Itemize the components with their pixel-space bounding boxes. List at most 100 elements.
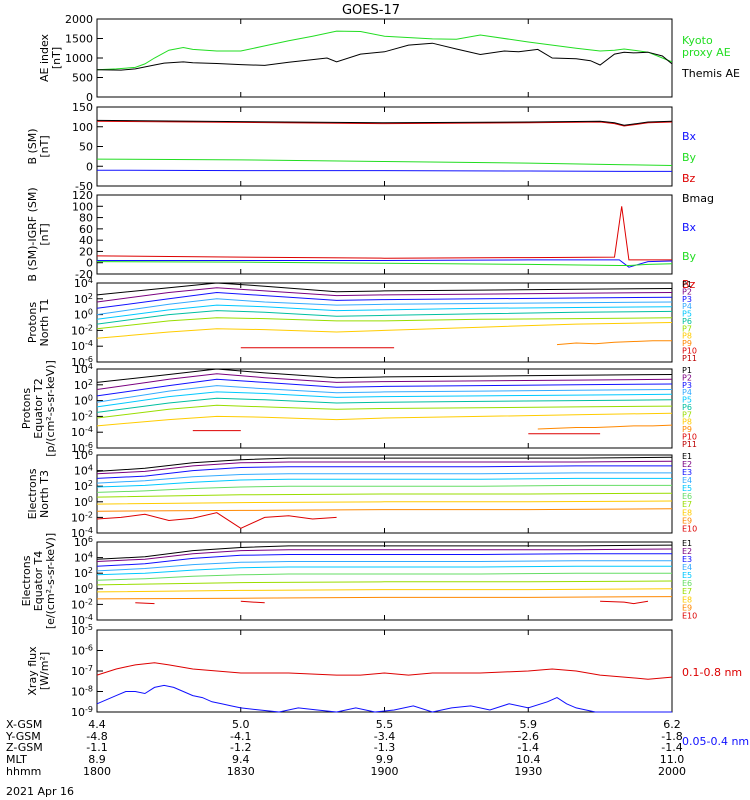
series-line-p4: [96, 385, 673, 403]
y-tick-label: 10-9: [71, 705, 93, 719]
time-axis-value: -1.3: [374, 741, 395, 754]
legend-label: proxy AE: [682, 46, 731, 59]
y-axis-label: B (SM)-IGRF (SM) [nT]: [26, 187, 51, 281]
time-axis-row-label: MLT: [6, 753, 27, 766]
y-tick-label: 10-5: [71, 623, 93, 637]
legend-label: E5: [682, 484, 692, 493]
legend-label: P4: [682, 302, 692, 311]
series-line-p8: [96, 322, 673, 339]
legend-label: P8: [682, 418, 692, 427]
y-tick-label: 0: [86, 160, 93, 173]
y-tick-label: 10-2: [71, 323, 93, 337]
y-tick-label: 104: [74, 464, 93, 478]
series-line-p5: [96, 304, 673, 320]
legend-label: E9: [682, 516, 692, 525]
y-tick-label: 102: [74, 479, 93, 493]
y-axis-label-line: Electrons: [20, 555, 33, 606]
series-line-e3: [96, 465, 672, 479]
series-line-p2: [96, 373, 673, 390]
y-tick-label: 80: [79, 212, 93, 225]
y-axis-label-line: [p/(cm²-s-sr-keV)]: [44, 360, 57, 457]
time-axis-row-label: X-GSM: [6, 718, 42, 731]
y-tick-label: 0: [86, 257, 93, 270]
series-line-e10: [135, 600, 649, 605]
y-tick-label: 150: [72, 101, 93, 114]
y-tick-label: 104: [74, 276, 93, 290]
legend-label: Bx: [682, 221, 697, 234]
legend-label: E5: [682, 571, 692, 580]
series-line-p2: [96, 287, 673, 303]
y-tick-label: 100: [74, 308, 93, 322]
y-tick-label: 20: [79, 245, 93, 258]
y-axis-label-line: Electrons: [26, 468, 39, 519]
time-axis-value: -1.8: [661, 730, 682, 743]
y-tick-label: 50: [79, 141, 93, 154]
time-axis-value: -4.8: [86, 730, 107, 743]
series-line-bz: [96, 120, 673, 127]
series-line-e5: [96, 477, 672, 488]
series-line-e9: [96, 508, 673, 512]
series-line-p3: [96, 291, 673, 309]
legend-label: P2: [682, 287, 692, 296]
time-axis-value: 2000: [658, 765, 686, 778]
series-line-p10: [192, 430, 601, 435]
legend-label: P10: [682, 432, 697, 441]
legend-label: By: [682, 151, 697, 164]
legend-label: P6: [682, 403, 692, 412]
y-axis-label-line: Xray flux: [26, 646, 39, 696]
y-tick-label: 10-4: [71, 339, 93, 353]
y-tick-label: 10-2: [71, 510, 93, 524]
series-line-e2: [96, 548, 673, 562]
panel-frame: [96, 18, 673, 98]
series-line-e1: [96, 456, 673, 472]
legend-label: P3: [682, 381, 692, 390]
panel-8: 10-9 10-8 10-7 10-6 10-5 Xray flux [W/m²] 0.1-0…: [26, 623, 749, 748]
series-line-p5: [96, 391, 673, 408]
legend-label: E2: [682, 547, 692, 556]
series-line-p9: [556, 340, 672, 346]
legend-label: E4: [682, 563, 692, 572]
legend-label: P6: [682, 317, 692, 326]
y-tick-label: 100: [72, 200, 93, 213]
y-tick-label: 10-8: [71, 685, 93, 699]
series-line-e4: [96, 472, 672, 484]
y-tick-label: 102: [74, 378, 93, 392]
legend-label: P7: [682, 410, 692, 419]
legend-label: E3: [682, 468, 692, 477]
date-label: 2021 Apr 16: [6, 785, 74, 798]
legend-label: P11: [682, 440, 697, 449]
y-tick-label: 102: [74, 566, 93, 580]
y-axis-label-line: [e/(cm²-s-sr-keV)]: [44, 533, 57, 629]
legend-label: E10: [682, 611, 697, 620]
y-tick-label: 100: [72, 121, 93, 134]
series-line-e2: [96, 460, 673, 475]
y-tick-label: 106: [74, 535, 93, 549]
series-line-bmag: [96, 119, 673, 126]
legend-label: P9: [682, 339, 692, 348]
legend-label: 0.1-0.8 nm: [682, 666, 742, 679]
series-line-e8: [96, 500, 673, 505]
legend-label: E4: [682, 476, 692, 485]
y-axis-label: B (SM) [nT]: [26, 128, 51, 164]
y-axis-label-line: B (SM): [26, 128, 39, 164]
time-axis-value: 4.4: [88, 718, 106, 731]
y-axis-label-line: Equator T4: [32, 551, 45, 611]
y-tick-label: 102: [74, 292, 93, 306]
panel-frame: [96, 629, 673, 713]
panel-frame: [96, 106, 673, 187]
legend-label: Kyoto: [682, 34, 713, 47]
y-tick-label: 120: [72, 189, 93, 202]
y-tick-label: 1000: [65, 52, 93, 65]
series-line-0-05-0-4-nm: [96, 684, 672, 713]
y-tick-label: 104: [74, 551, 93, 565]
time-axis-value: -1.2: [230, 741, 251, 754]
series-line-e10: [96, 512, 337, 529]
y-tick-label: 104: [74, 362, 93, 376]
series-line-kyoto-proxy-ae: [96, 30, 673, 71]
time-axis-labels: X-GSM 4.4 5.0 5.5 5.9 6.2 Y-GSM -4.8 -4.1 -3.4 -2.…: [5, 718, 686, 778]
y-axis-label: Electrons North T3: [26, 468, 51, 519]
y-tick-label: -20: [75, 268, 93, 281]
time-axis-value: -1.4: [661, 741, 682, 754]
